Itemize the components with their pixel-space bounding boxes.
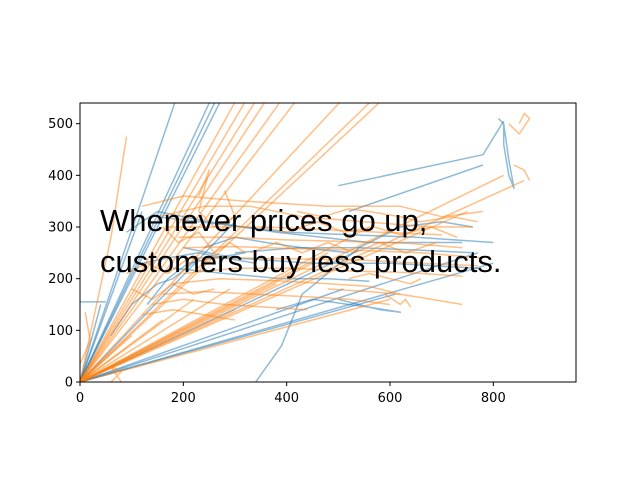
series-1-line-4 (80, 103, 210, 382)
series-2-line-1 (80, 136, 128, 382)
series-2-line-38 (141, 308, 236, 321)
series-2-line-37 (152, 298, 308, 311)
series-2-line-22 (80, 298, 391, 382)
series-2-line-27 (513, 164, 531, 181)
series-1-line-23 (497, 117, 515, 190)
series-2-line-34 (183, 267, 463, 277)
series-2-line-23 (80, 309, 236, 382)
series-2-line-5 (80, 103, 266, 382)
series-2-line-9 (80, 103, 370, 382)
series-2-line-45 (296, 208, 478, 223)
series-2-line-42 (131, 283, 215, 301)
plot-frame (79, 102, 577, 383)
y-tick-label-2: 200 (48, 272, 73, 287)
series-2-line-30 (167, 226, 442, 236)
annotation-line-2: customers buy less products. (100, 244, 501, 279)
x-tick-label-0: 0 (76, 391, 84, 406)
series-1-line-17 (276, 298, 402, 314)
series-2-line-33 (188, 257, 478, 267)
x-axis: 0 200 400 600 800 (76, 382, 506, 406)
series-2-line-2 (80, 103, 236, 382)
y-axis: 0 100 200 300 400 500 (48, 117, 80, 391)
y-tick-label-3: 300 (48, 221, 73, 236)
series-2-line-43 (250, 241, 437, 254)
x-tick-label-1: 200 (171, 391, 196, 406)
series-2-line-20 (80, 319, 164, 382)
y-tick-label-4: 400 (48, 169, 73, 184)
series-layer (80, 103, 531, 382)
series-1-line-10 (80, 252, 479, 382)
series-2-line-39 (198, 169, 236, 228)
series-1-line-25 (234, 246, 473, 254)
series-2-line-4 (80, 103, 256, 382)
annotation: Whenever prices go up, customers buy les… (100, 203, 501, 279)
x-tick-label-2: 400 (274, 391, 299, 406)
series-1-line-5 (80, 211, 143, 382)
series-2-line-48 (327, 288, 463, 306)
series-2-line-28 (141, 195, 484, 218)
series-2-line-35 (172, 277, 401, 295)
series-1-line-21 (338, 120, 505, 187)
series-2-line-17 (80, 283, 277, 382)
series-2-line-24 (110, 365, 123, 382)
series-2-line-47 (384, 293, 412, 308)
series-1-line-3 (80, 103, 216, 382)
series-2-line-21 (80, 334, 133, 382)
series-2-line-46 (348, 272, 422, 285)
series-2-line-32 (183, 245, 484, 259)
y-tick-label-5: 500 (48, 117, 73, 132)
series-2-line-12 (80, 179, 525, 382)
y-tick-label-0: 0 (65, 376, 73, 391)
annotation-line-1: Whenever prices go up, (100, 203, 427, 238)
series-1-line-11 (80, 288, 344, 382)
series-1-line-6 (80, 221, 236, 382)
series-1-line-22 (348, 164, 484, 213)
x-tick-label-4: 800 (481, 391, 506, 406)
series-2-line-18 (80, 288, 231, 382)
series-1-line-20 (157, 215, 494, 244)
series-2-line-44 (260, 221, 458, 238)
series-1-line-27 (141, 252, 256, 264)
series-1-line-19 (146, 252, 246, 305)
series-2-line-40 (162, 226, 246, 254)
series-1-line-2 (80, 103, 221, 382)
series-2-line-36 (162, 290, 391, 306)
series-2-line-31 (178, 236, 463, 249)
series-1-line-1 (80, 103, 176, 382)
series-2-line-3 (80, 103, 246, 382)
series-2-line-26 (508, 112, 531, 135)
series-2-line-11 (80, 174, 505, 382)
series-2-line-41 (126, 257, 215, 275)
series-2-line-25 (80, 312, 92, 365)
series-2-line-14 (80, 210, 468, 382)
y-tick-label-1: 100 (48, 324, 73, 339)
x-tick-label-3: 600 (378, 391, 403, 406)
